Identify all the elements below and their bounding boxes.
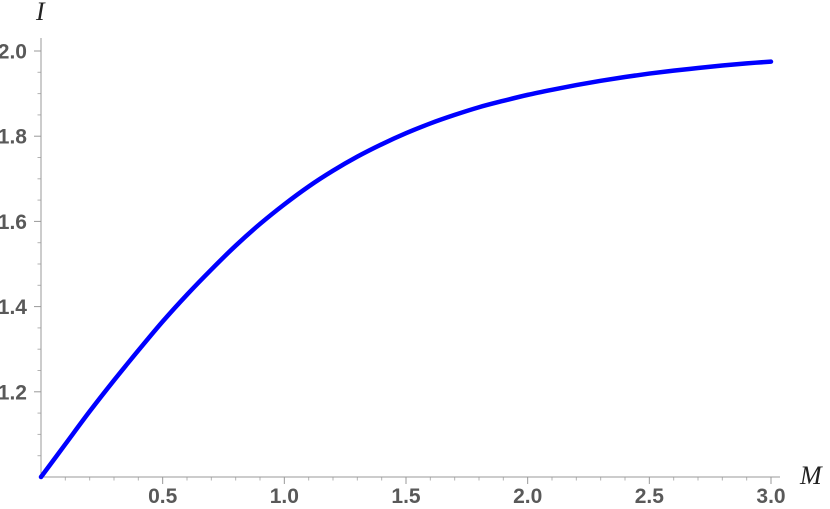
- y-tick-label: 1.8: [0, 126, 27, 149]
- series-group: [38, 59, 774, 480]
- y-tick-label: 1.2: [0, 381, 27, 404]
- y-axis-minor-ticks: [37, 71, 41, 457]
- x-tick-label: 1.0: [270, 485, 299, 508]
- x-tick-label: 0.5: [148, 485, 178, 508]
- y-axis-title: I: [35, 0, 46, 26]
- x-tick-label: 2.5: [635, 485, 665, 508]
- x-axis-tick-labels: 0.5 1.0 1.5 2.0 2.5 3.0: [148, 485, 786, 508]
- y-tick-label: 1.4: [0, 296, 27, 319]
- x-tick-label: 1.5: [391, 485, 421, 508]
- x-tick-label: 2.0: [513, 485, 542, 508]
- series-line: [38, 59, 774, 480]
- y-tick-label: 2.0: [0, 41, 27, 64]
- x-axis-minor-ticks: [64, 477, 748, 481]
- y-axis-major-ticks: [34, 50, 41, 393]
- x-tick-label: 3.0: [756, 485, 785, 508]
- x-axis-major-ticks: [162, 477, 772, 484]
- x-axis-title: M: [799, 461, 823, 490]
- y-axis-tick-labels: 1.2 1.4 1.6 1.8 2.0: [0, 41, 27, 405]
- y-tick-label: 1.6: [0, 211, 27, 234]
